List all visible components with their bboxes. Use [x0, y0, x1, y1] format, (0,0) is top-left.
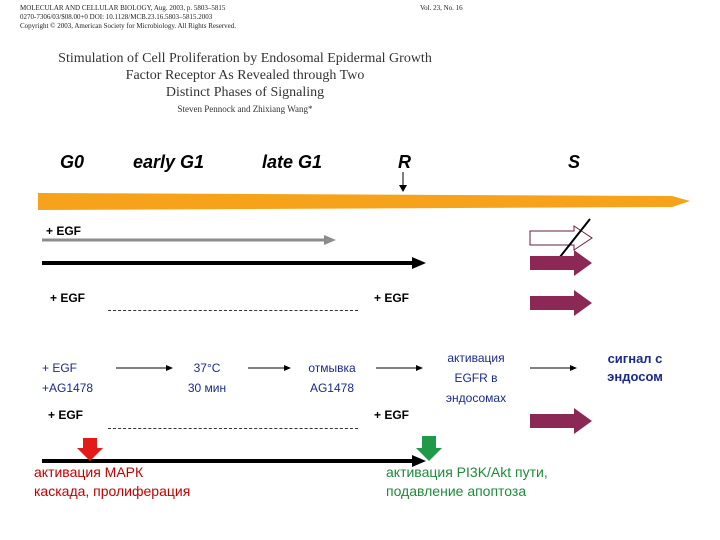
arrow-to-wash-head: [284, 365, 291, 371]
journal-header: MOLECULAR AND CELLULAR BIOLOGY, Aug. 200…: [20, 4, 460, 31]
protocol-time: 30 мин: [187, 381, 227, 395]
row2-egf-left: + EGF: [50, 291, 86, 305]
protocol-temperature: 37°C: [193, 361, 221, 375]
mapk-outcome-line1: активация МАРК: [34, 464, 144, 480]
pi3k-outcome-line1: активация PI3K/Akt пути,: [386, 464, 548, 480]
row1-egf-label: + EGF: [46, 224, 82, 238]
row2-dashed-gap: [108, 310, 358, 311]
r-marker-head: [399, 185, 407, 192]
protocol-ag1478: +AG1478: [42, 381, 94, 395]
protocol-activation: активация EGFR в эндосомах: [426, 348, 526, 408]
phase-s: S: [568, 152, 581, 172]
gray-arrow-head: [324, 235, 336, 245]
maroon-arrow-1: [530, 250, 592, 276]
endosome-signal: сигнал с эндосом: [580, 350, 690, 386]
blocked-outcome-arrow: [529, 225, 593, 251]
journal-volume: Vol. 23, No. 16: [420, 4, 463, 12]
journal-line: MOLECULAR AND CELLULAR BIOLOGY, Aug. 200…: [20, 4, 226, 12]
green-down-arrow: [416, 436, 442, 461]
paper-title: Stimulation of Cell Proliferation by End…: [0, 50, 490, 101]
bottom-black-arrow-head: [412, 455, 426, 467]
maroon-arrow-2: [530, 290, 592, 316]
mapk-outcome-line2: каскада, пролиферация: [34, 483, 191, 499]
phase-g0: G0: [60, 152, 85, 172]
arrow-to-temp-head: [166, 365, 173, 371]
title-line-2: Factor Receptor As Revealed through Two: [125, 68, 365, 83]
activation-line3: эндосомах: [445, 391, 507, 405]
phase-early-g1: early G1: [133, 152, 205, 172]
mapk-outcome: активация МАРК каскада, пролиферация: [34, 463, 190, 501]
maroon-arrow-3: [530, 408, 592, 434]
timeline-arrow: [38, 193, 690, 210]
row4-egf-left: + EGF: [48, 408, 84, 422]
protocol-egf-ag: + EGF +AG1478: [42, 358, 93, 398]
endosome-signal-line1: сигнал с: [607, 351, 663, 366]
red-down-arrow: [77, 438, 103, 461]
protocol-incubation: 37°C 30 мин: [172, 358, 242, 398]
phase-late-g1: late G1: [262, 152, 323, 172]
copyright-line: Copyright © 2003, American Society for M…: [20, 22, 237, 30]
protocol-wash-line1: отмывка: [308, 361, 356, 375]
arrow-to-signal-head: [570, 365, 577, 371]
activation-line2: EGFR в: [454, 371, 498, 385]
arrow-to-activation-head: [416, 365, 423, 371]
row4-dashed-gap: [108, 428, 358, 429]
doi-line: 0270-7306/03/$08.00+0 DOI: 10.1128/MCB.2…: [20, 13, 213, 21]
black-arrow-head: [412, 257, 426, 269]
endosome-signal-line2: эндосом: [607, 369, 663, 384]
blocked-outcome-slash: [555, 218, 591, 263]
paper-authors: Steven Pennock and Zhixiang Wang*: [177, 104, 313, 114]
activation-line1: активация: [447, 351, 505, 365]
phase-r: R: [398, 152, 411, 172]
protocol-wash-line2: AG1478: [309, 381, 355, 395]
pi3k-outcome: активация PI3K/Akt пути, подавление апоп…: [386, 463, 548, 501]
title-line-3: Distinct Phases of Signaling: [165, 85, 325, 100]
row4-egf-right: + EGF: [374, 408, 410, 422]
title-line-1: Stimulation of Cell Proliferation by End…: [58, 51, 432, 66]
row2-egf-right: + EGF: [374, 291, 410, 305]
pi3k-outcome-line2: подавление апоптоза: [386, 483, 527, 499]
protocol-wash: отмывка AG1478: [292, 358, 372, 398]
protocol-egf: + EGF: [42, 361, 78, 375]
